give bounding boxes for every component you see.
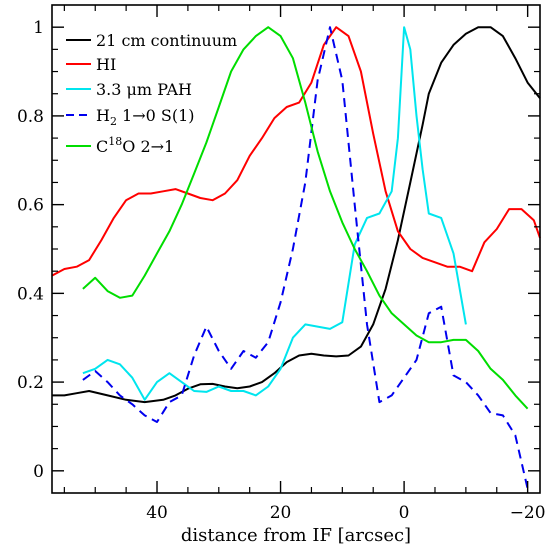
x-tick-label: 20 xyxy=(270,503,292,523)
y-tick-label: 0.6 xyxy=(17,196,44,216)
legend-label-c18o-rest: O 2→1 xyxy=(122,137,174,156)
series-line-0 xyxy=(52,26,541,404)
legend-label-pah: 3.3 μm PAH xyxy=(96,80,192,99)
y-tick-label: 0.8 xyxy=(17,107,44,127)
legend-label-h2-rest: 1→0 S(1) xyxy=(117,106,195,125)
legend-label-c18o-main: C xyxy=(96,137,108,156)
x-tick-label: −20 xyxy=(510,503,546,523)
x-tick-label: 0 xyxy=(399,503,410,523)
series-line-3 xyxy=(82,26,529,489)
legend-label-h2-sub: 2 xyxy=(110,115,117,128)
series-line-1 xyxy=(51,26,541,277)
series-layer xyxy=(51,26,541,489)
legend-label-h2-main: H xyxy=(96,106,110,125)
legend-label-c18o: C18O 2→1 xyxy=(96,135,174,156)
legend-label-h2: H2 1→0 S(1) xyxy=(96,106,195,128)
y-tick-label: 0.2 xyxy=(17,373,44,393)
legend-label-hi: HI xyxy=(96,55,116,74)
legend: 21 cm continuum HI 3.3 μm PAH H2 1→0 S(1… xyxy=(66,31,237,156)
y-tick-label: 1 xyxy=(33,18,44,38)
legend-label-c18o-sup: 18 xyxy=(108,135,122,148)
legend-label-continuum: 21 cm continuum xyxy=(96,31,237,50)
x-tick-label: 40 xyxy=(146,503,168,523)
y-tick-label: 0 xyxy=(33,462,44,482)
plot-frame xyxy=(51,4,541,494)
series-line-4 xyxy=(82,26,529,410)
y-tick-label: 0.4 xyxy=(17,284,44,304)
series-line-2 xyxy=(82,26,467,401)
tick-layer: 40 20 0 −20 0 0.2 0.4 0.6 0.8 1 xyxy=(17,5,546,523)
x-axis-title: distance from IF [arcsec] xyxy=(181,525,411,546)
